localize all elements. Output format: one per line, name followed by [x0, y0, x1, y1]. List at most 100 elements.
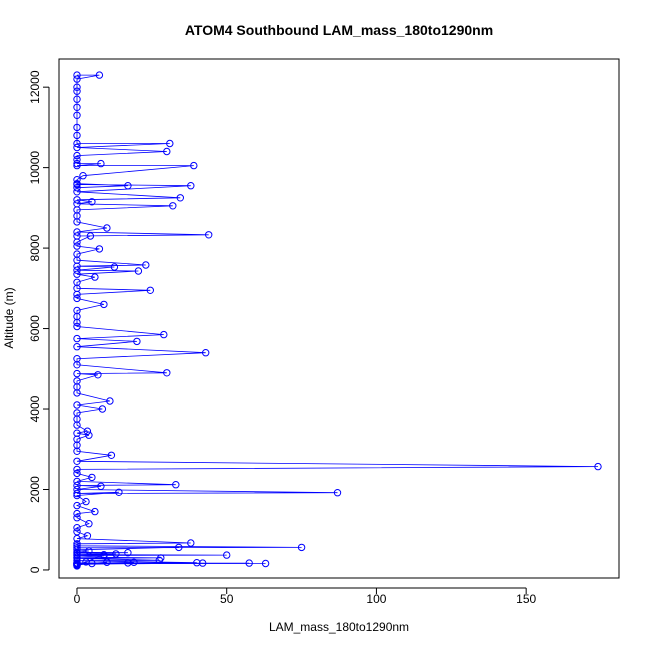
plot-area-border: [58, 58, 620, 579]
data-point: [73, 290, 81, 299]
data-point: [115, 488, 123, 496]
data-point: [333, 489, 342, 497]
data-point: [73, 509, 81, 518]
data-point: [73, 242, 81, 250]
data-point: [142, 261, 150, 269]
data-point: [124, 182, 132, 190]
data-point: [73, 159, 81, 168]
series-line: [75, 74, 599, 567]
data-point: [73, 318, 81, 327]
data-point: [73, 491, 81, 500]
data-point: [88, 473, 96, 482]
y-axis-label: Altitude (m): [2, 287, 16, 348]
data-point: [106, 397, 114, 405]
x-tick-label: 150: [516, 592, 536, 606]
data-point: [205, 231, 213, 239]
data-point: [73, 218, 81, 226]
data-point: [169, 202, 177, 210]
data-point: [95, 245, 104, 253]
data-point: [107, 451, 116, 459]
data-point: [73, 369, 81, 378]
data-point: [100, 300, 108, 309]
data-point: [97, 482, 105, 490]
data-point: [97, 159, 105, 168]
data-point: [73, 489, 81, 498]
data-point: [202, 349, 210, 357]
data-point: [187, 539, 195, 547]
data-point: [103, 558, 111, 566]
data-point: [261, 559, 270, 568]
data-point: [124, 559, 132, 567]
data-point: [73, 266, 81, 274]
data-point: [73, 103, 81, 112]
data-point: [73, 228, 81, 236]
y-tick-label: 6000: [28, 315, 42, 342]
data-point: [73, 180, 81, 189]
data-point: [73, 447, 81, 455]
data-point: [73, 71, 81, 79]
data-point: [73, 83, 81, 91]
data-point: [155, 556, 164, 564]
data-point: [73, 151, 81, 160]
data-point: [73, 123, 81, 132]
data-point: [73, 322, 81, 331]
data-point: [94, 371, 102, 379]
data-point: [223, 551, 231, 559]
y-tick-label: 2000: [28, 476, 42, 503]
data-point: [73, 270, 81, 278]
data-point: [176, 194, 185, 202]
data-point: [73, 343, 81, 351]
data-point: [146, 286, 155, 294]
data-point: [73, 143, 81, 152]
data-point: [73, 262, 81, 270]
data-point: [73, 401, 81, 409]
data-point: [73, 514, 81, 522]
data-point: [73, 389, 81, 397]
data-point: [110, 263, 119, 271]
data-point: [175, 543, 183, 552]
data-point: [112, 550, 120, 558]
data-point: [100, 551, 108, 559]
x-tick-label: 100: [366, 592, 386, 606]
data-point: [73, 188, 81, 196]
y-axis: 0 2000 4000 6000 8000 10000 12000: [28, 70, 50, 573]
data-point: [73, 95, 81, 103]
data-point: [91, 273, 99, 281]
data-point: [85, 547, 93, 555]
data-point: [95, 71, 104, 79]
data-point: [91, 507, 99, 516]
data-point: [73, 557, 81, 565]
data-point: [79, 172, 87, 180]
data-point: [73, 161, 81, 170]
data-point: [124, 549, 132, 557]
data-point: [83, 532, 92, 540]
data-point: [85, 431, 93, 439]
data-point: [199, 559, 207, 567]
data-point: [163, 369, 171, 377]
y-tick-label: 0: [28, 566, 42, 573]
data-point: [73, 465, 81, 474]
series-layer: [73, 71, 602, 570]
y-tick-label: 4000: [28, 395, 42, 422]
y-tick-label: 12000: [28, 70, 42, 104]
data-point: [73, 501, 81, 510]
data-point: [73, 361, 81, 369]
data-point: [73, 481, 81, 490]
data-point: [73, 421, 81, 429]
data-point: [73, 111, 81, 120]
data-point: [82, 497, 90, 506]
data-point: [73, 524, 81, 532]
data-point: [160, 330, 168, 339]
x-tick-label: 0: [74, 592, 81, 606]
data-point: [73, 477, 81, 486]
data-point: [88, 198, 96, 206]
data-point: [163, 147, 171, 156]
data-point: [73, 139, 81, 148]
data-point: [73, 544, 81, 552]
y-tick-label: 8000: [28, 234, 42, 261]
data-point: [594, 462, 602, 471]
data-point: [73, 546, 81, 554]
data-point: [83, 427, 92, 435]
